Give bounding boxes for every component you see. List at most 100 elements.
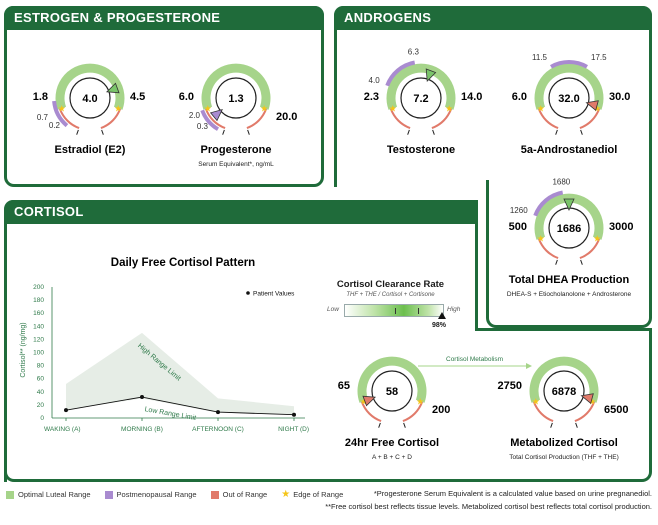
dhea-edge-star-low: ★ [537,233,545,243]
free-cortisol-subtitle: A + B + C + D [372,454,412,461]
legend-postmeno: Postmenopausal Range [104,490,197,499]
dhea-high-label: 3000 [609,221,633,233]
testosterone-optimal-arc [386,63,456,110]
chart-legend-label: Patient Values [253,291,295,298]
testosterone-tick-left [407,129,410,135]
clearance-title: Cortisol Clearance Rate [336,279,445,290]
testosterone-marker [425,68,437,83]
testosterone-tick-right [432,129,435,135]
estradiol-tick-left [76,129,79,135]
progesterone-tick-left [222,129,225,135]
progesterone-pm-low-label: 0.3 [197,122,209,131]
y-tick-5: 100 [33,350,44,357]
estradiol-out-left-arc [58,108,80,130]
clearance-marker [438,312,446,319]
testosterone-edge-star-high: ★ [445,103,453,113]
free-cortisol-edge-star-low: ★ [360,396,368,406]
estradiol-gauge: ★ ★ 4.0 1.8 4.5 0.20.7 Estradiol (E2) [33,63,145,156]
testosterone-edge-star-low: ★ [389,103,397,113]
androstanediol-low-label: 6.0 [512,91,527,103]
chart-legend-dot [246,291,250,295]
legend-out: Out of Range [210,490,267,499]
free-cortisol-tick-left [378,422,381,428]
progesterone-optimal-arc [201,63,271,110]
androstanediol-edge-star-low: ★ [537,103,545,113]
androstanediol-postmeno-arc [550,59,588,69]
y-tick-3: 60 [37,376,45,383]
y-tick-10: 200 [33,284,44,291]
androstanediol-pm-high-label: 17.5 [591,53,607,62]
patient-point-2 [216,410,220,415]
x-tick-1: MORNING (B) [121,426,163,433]
y-tick-6: 120 [33,336,44,343]
metabolized-cortisol-tick-right [575,422,578,428]
free-cortisol-center-circle [371,370,413,412]
clearance-tick-1 [395,308,396,314]
testosterone-pm-high-label: 6.3 [408,48,420,57]
x-tick-3: NIGHT (D) [278,426,309,433]
testosterone-pm-low-label: 4.0 [369,76,381,85]
testosterone-gauge: ★ ★ 7.2 2.3 14.0 4.0 6.3 Testosterone [364,48,483,156]
progesterone-value: 1.3 [228,93,243,105]
legend-optimal: Optimal Luteal Range [6,490,91,499]
dhea-panel [486,180,652,328]
progesterone-subtitle: Serum Equivalent*, ng/mL [198,161,274,168]
footnote-1: *Progesterone Serum Equivalent is a calc… [373,489,652,498]
dhea-value: 1686 [557,223,581,235]
clearance-formula: THF + THE / Cortisol + Cortisone [346,292,435,298]
legend: Optimal Luteal Range Postmenopausal Rang… [6,489,343,500]
cortisol-tab: CORTISOL [4,200,478,224]
dhea-pm-high-label: 1680 [552,178,570,187]
progesterone-out-right-arc [246,108,268,130]
chart-ylabel: Cortisol** (ng/mg) [20,322,27,377]
metabolized-cortisol-value: 6878 [552,386,576,398]
dhea-low-label: 500 [509,221,527,233]
androstanediol-edge-star-high: ★ [593,103,601,113]
x-tick-0: WAKING (A) [44,426,81,433]
dhea-subtitle: DHEA-S + Etiocholanolone + Androsterone [507,291,632,298]
patient-point-3 [292,412,296,417]
y-tick-4: 80 [37,363,45,370]
androstanediol-center-circle [548,77,590,119]
chart-title: Daily Free Cortisol Pattern [111,257,255,269]
androstanediol-value: 32.0 [558,93,579,105]
free-cortisol-out-left-arc [360,401,382,423]
free-cortisol-optimal-arc [357,356,427,403]
testosterone-out-right-arc [431,108,453,130]
progesterone-high-label: 20.0 [276,111,297,123]
androstanediol-out-left-arc [537,108,559,130]
y-tick-9: 180 [33,297,44,304]
testosterone-value: 7.2 [413,93,428,105]
patient-point-0 [64,408,68,413]
progesterone-tick-right [247,129,250,135]
estradiol-tick-right [101,129,104,135]
progesterone-edge-star-high: ★ [260,103,268,113]
dhea-gauge: ★ ★ 1686 500 3000 1260 1680 Total DHEA Producti… [507,178,634,298]
clearance-low-label: Low [327,306,339,313]
dhea-tick-left [555,259,558,265]
androstanediol-out-right-arc [579,108,601,130]
clearance-value: 98% [432,322,447,329]
free-cortisol-high-label: 200 [432,404,450,416]
androstanediol-gauge: ★ ★ 32.0 6.0 30.0 11.5 17.5 5a-Androstanediol [512,53,631,156]
metabolized-cortisol-center-circle [543,370,585,412]
metabolism-label: Cortisol Metabolism [446,356,504,363]
estradiol-title: Estradiol (E2) [55,144,126,156]
estradiol-pm-high-label: 0.7 [37,113,49,122]
estrogen-tab: ESTROGEN & PROGESTERONE [4,6,324,30]
dhea-marker [563,198,575,211]
cortisol-ext-top-border [475,328,652,331]
androgens-tab: ANDROGENS [334,6,652,30]
dhea-postmeno-arc [533,190,564,217]
metabolized-cortisol-title: Metabolized Cortisol [510,437,618,449]
metabolized-cortisol-out-left-arc [532,401,554,423]
clearance-tick-2 [418,308,419,314]
free-cortisol-marker [362,395,377,407]
estradiol-marker [105,82,120,94]
androstanediol-optimal-arc [534,63,604,110]
androstanediol-title: 5a-Androstanediol [521,144,618,156]
progesterone-title: Progesterone [201,144,272,156]
estradiol-value: 4.0 [82,93,97,105]
